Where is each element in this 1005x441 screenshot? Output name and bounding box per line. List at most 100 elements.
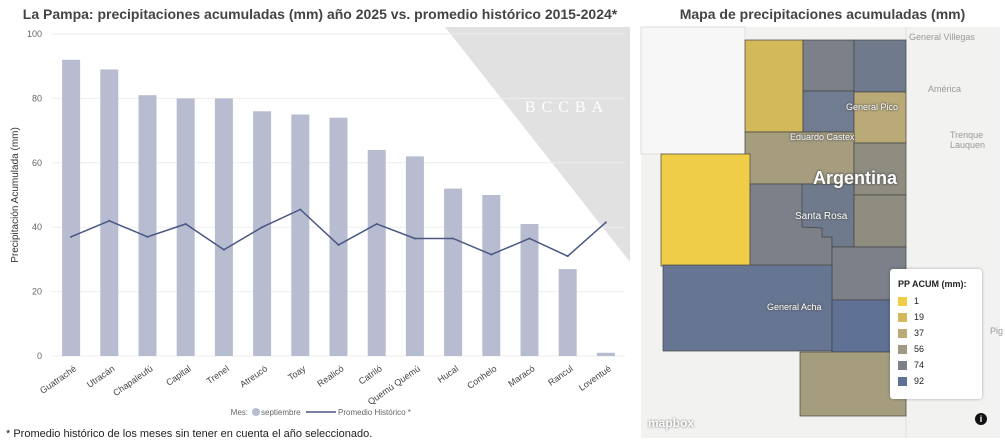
bar[interactable] bbox=[214, 98, 233, 357]
region bbox=[662, 264, 833, 352]
x-tick-label: Chapaleufú bbox=[111, 363, 154, 398]
bar[interactable] bbox=[444, 188, 463, 356]
region bbox=[853, 194, 907, 248]
precipitation-map[interactable] bbox=[640, 0, 1005, 441]
line-point[interactable] bbox=[222, 248, 225, 251]
x-tick-label: Loventué bbox=[577, 363, 613, 392]
legend-label: 37 bbox=[914, 328, 925, 338]
line-point[interactable] bbox=[413, 237, 416, 240]
x-tick-label: Utracán bbox=[85, 363, 117, 389]
legend-swatch bbox=[898, 376, 907, 386]
line-point[interactable] bbox=[375, 222, 378, 225]
legend-item: 56 bbox=[898, 341, 982, 357]
line-point[interactable] bbox=[528, 237, 531, 240]
legend-label: 19 bbox=[914, 312, 925, 322]
legend-label: 56 bbox=[914, 344, 925, 354]
line-point[interactable] bbox=[108, 219, 111, 222]
map-label: Pig bbox=[990, 326, 1004, 336]
region bbox=[802, 90, 855, 133]
legend-label: 1 bbox=[914, 296, 920, 306]
legend-label[interactable]: Promedio Histórico * bbox=[338, 408, 411, 417]
region bbox=[660, 153, 751, 267]
x-tick-label: Trenel bbox=[205, 363, 231, 386]
bar[interactable] bbox=[253, 111, 272, 356]
bar[interactable] bbox=[405, 156, 424, 356]
y-axis-label: Precipitación Acumulada (mm) bbox=[10, 127, 21, 263]
region bbox=[744, 39, 804, 133]
region bbox=[744, 131, 855, 185]
line-point[interactable] bbox=[452, 237, 455, 240]
y-tick-label: 60 bbox=[32, 158, 42, 168]
y-tick-label: 0 bbox=[37, 351, 42, 361]
map-label: América bbox=[928, 84, 962, 94]
watermark-shape bbox=[445, 27, 630, 262]
mapbox-logo[interactable]: mapbox bbox=[648, 416, 695, 430]
x-tick-label: Catriló bbox=[357, 363, 384, 386]
line-point[interactable] bbox=[70, 235, 73, 238]
bar[interactable] bbox=[138, 95, 157, 357]
legend-item: 37 bbox=[898, 325, 982, 341]
bar[interactable] bbox=[291, 114, 310, 357]
bar[interactable] bbox=[482, 195, 501, 356]
legend-swatch-bar bbox=[252, 408, 260, 416]
map-label-country: Argentina bbox=[813, 168, 898, 188]
region bbox=[799, 351, 907, 417]
x-tick-label: Realicó bbox=[315, 363, 345, 388]
region bbox=[802, 39, 855, 92]
line-point[interactable] bbox=[490, 253, 493, 256]
legend-title: PP ACUM (mm): bbox=[898, 279, 967, 289]
x-tick-label: Conhelo bbox=[465, 363, 498, 390]
map-label-city: General Pico bbox=[846, 102, 899, 112]
bar-line-chart: BCCBA 0 20 40 60 80 100 Precipitación Acumulada… bbox=[10, 27, 630, 417]
legend-item: 74 bbox=[898, 357, 982, 373]
line-point[interactable] bbox=[146, 235, 149, 238]
x-tick-label: Toay bbox=[286, 363, 308, 382]
bar[interactable] bbox=[62, 59, 81, 356]
legend-swatch bbox=[898, 328, 907, 338]
map-label-city: General Acha bbox=[767, 302, 822, 312]
x-tick-label: Rancul bbox=[546, 363, 575, 387]
bar[interactable] bbox=[520, 223, 539, 356]
bar[interactable] bbox=[176, 98, 195, 357]
map-legend: PP ACUM (mm): 1 19 37 56 74 92 bbox=[890, 269, 982, 399]
y-tick-label: 80 bbox=[32, 93, 42, 103]
chart-title: La Pampa: precipitaciones acumuladas (mm… bbox=[22, 6, 618, 22]
legend-label: 74 bbox=[914, 360, 925, 370]
line-point[interactable] bbox=[566, 255, 569, 258]
legend-swatch bbox=[898, 296, 907, 306]
legend-item: 19 bbox=[898, 309, 982, 325]
legend-swatch bbox=[898, 312, 907, 322]
line-point[interactable] bbox=[261, 226, 264, 229]
line-point[interactable] bbox=[337, 243, 340, 246]
legend-prefix: Mes: bbox=[231, 408, 248, 417]
map-label: General Villegas bbox=[909, 32, 975, 42]
line-point[interactable] bbox=[184, 222, 187, 225]
y-tick-label: 40 bbox=[32, 222, 42, 232]
map-label-city: Santa Rosa bbox=[795, 211, 848, 222]
x-tick-label: Maracó bbox=[506, 363, 536, 388]
watermark-logo: BCCBA bbox=[525, 99, 609, 116]
legend-item: 1 bbox=[898, 293, 982, 309]
y-tick-label: 20 bbox=[32, 287, 42, 297]
legend-label[interactable]: septiembre bbox=[261, 408, 301, 417]
region bbox=[853, 142, 907, 196]
legend-label: 92 bbox=[914, 376, 925, 386]
bar[interactable] bbox=[329, 117, 348, 356]
info-icon[interactable]: i bbox=[975, 413, 987, 425]
map-title: Mapa de precipitaciones acumuladas (mm) bbox=[679, 6, 966, 22]
bar[interactable] bbox=[558, 269, 577, 356]
legend-item: 92 bbox=[898, 373, 982, 389]
region bbox=[853, 91, 907, 144]
y-tick-label: 100 bbox=[27, 29, 42, 39]
line-point[interactable] bbox=[299, 208, 302, 211]
legend-swatch bbox=[898, 344, 907, 354]
bar[interactable] bbox=[100, 69, 119, 357]
bar[interactable] bbox=[596, 352, 615, 356]
x-tick-label: Atreucó bbox=[238, 363, 269, 389]
line-point[interactable] bbox=[604, 221, 607, 224]
x-tick-label: Guatraché bbox=[38, 363, 78, 395]
x-tick-label: Capital bbox=[164, 363, 193, 387]
map-label-city: Eduardo Castex bbox=[790, 132, 855, 142]
legend-swatch bbox=[898, 360, 907, 370]
bar[interactable] bbox=[367, 149, 386, 356]
